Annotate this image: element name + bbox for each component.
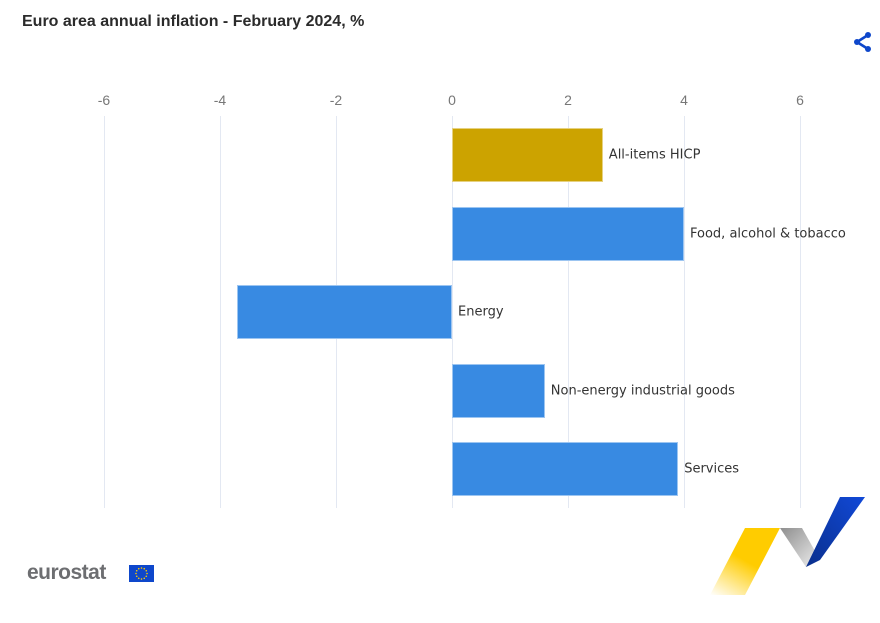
bar-label: All-items HICP (608, 147, 701, 163)
x-axis-tick-label: -4 (213, 92, 227, 108)
x-axis-tick-label: 2 (564, 92, 572, 108)
bar-label: Energy (458, 304, 504, 320)
bar-energy[interactable] (237, 285, 452, 339)
share-icon[interactable] (852, 31, 874, 53)
gridline (104, 116, 105, 508)
eurostat-logo: eurostat (27, 561, 106, 584)
gridline (452, 116, 453, 508)
x-axis-tick-label: 0 (448, 92, 456, 108)
bar-chart: -6 -4 -2 0 2 4 6 All-items HICP Food, alcohol & … (97, 92, 846, 508)
x-axis-tick-label: 4 (680, 92, 688, 108)
chart-title: Euro area annual inflation - February 20… (22, 13, 365, 30)
bar-label: Non-energy industrial goods (550, 383, 735, 398)
x-axis-tick-label: -6 (97, 92, 111, 108)
x-axis-tick-label: 6 (796, 92, 804, 108)
bar-food-alcohol-tobacco[interactable] (452, 206, 684, 261)
gridline (220, 116, 221, 508)
gridline (568, 116, 569, 508)
gridline (684, 116, 685, 508)
bar-all-items-hicp[interactable] (452, 128, 603, 182)
bar-services[interactable] (452, 442, 679, 496)
gridline (800, 116, 801, 508)
bar-non-energy-industrial-goods[interactable] (452, 363, 545, 418)
eu-flag-icon (129, 565, 154, 582)
decorative-chart-graphic (710, 497, 865, 595)
x-axis-tick-label: -2 (329, 92, 343, 108)
bar-label: Services (684, 461, 740, 477)
bar-label: Food, alcohol & tobacco (690, 226, 846, 241)
